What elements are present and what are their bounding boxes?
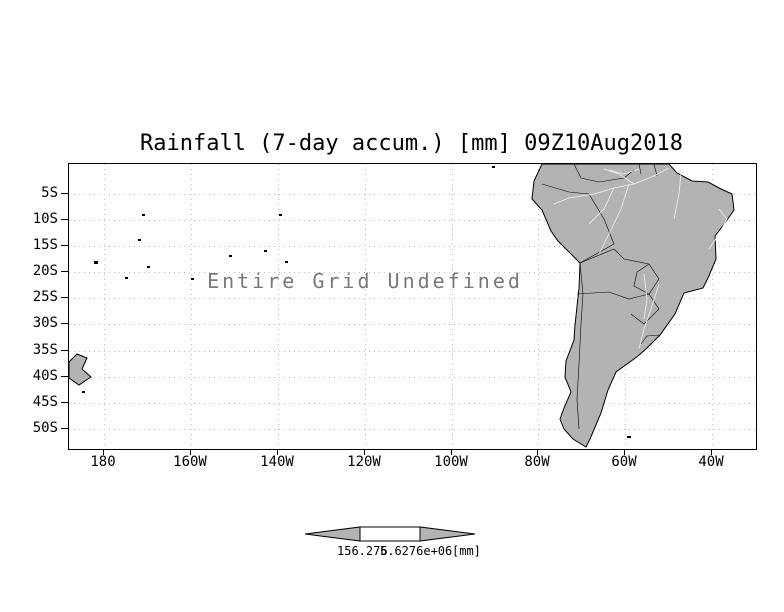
y-tick-mark	[61, 245, 68, 246]
plot-title: Rainfall (7-day accum.) [mm] 09Z10Aug201…	[139, 131, 684, 156]
y-tick-mark	[61, 428, 68, 429]
gridline	[69, 272, 756, 273]
colorbar-left-arrow	[305, 526, 361, 542]
x-tick-mark	[364, 449, 365, 455]
island-specks	[82, 166, 631, 438]
x-tick-label: 140W	[260, 454, 294, 470]
x-tick-mark	[711, 449, 712, 455]
colorbar-middle-segment	[359, 526, 421, 542]
map-canvas	[69, 164, 735, 448]
x-tick-label: 80W	[524, 454, 550, 470]
y-tick-mark	[61, 193, 68, 194]
colorbar-label-right: 5.6276e+06	[380, 544, 453, 558]
gridline	[69, 246, 756, 247]
y-tick-mark	[61, 219, 68, 220]
y-tick-label: 45S	[32, 394, 58, 410]
gridline	[69, 351, 756, 352]
y-tick-label: 40S	[32, 368, 58, 384]
colorbar-unit-label: [mm]	[452, 544, 481, 558]
x-tick-mark	[190, 449, 191, 455]
x-tick-mark	[277, 449, 278, 455]
y-tick-mark	[61, 271, 68, 272]
gridline	[69, 220, 756, 221]
y-tick-label: 10S	[32, 211, 58, 227]
y-tick-mark	[61, 297, 68, 298]
y-tick-label: 30S	[32, 315, 58, 331]
x-tick-label: 120W	[347, 454, 381, 470]
x-tick-mark	[451, 449, 452, 455]
y-tick-label: 35S	[32, 342, 58, 358]
colorbar-right-arrow	[419, 526, 475, 542]
colorbar-label-left: 156.276	[337, 544, 388, 558]
country-borders	[541, 164, 661, 430]
gridline	[69, 324, 756, 325]
y-tick-mark	[61, 350, 68, 351]
y-tick-label: 20S	[32, 263, 58, 279]
new-zealand-landmass	[69, 353, 92, 386]
rivers	[553, 167, 728, 350]
entire-grid-undefined-text: Entire Grid Undefined	[207, 269, 523, 293]
gridline	[278, 164, 279, 449]
gridline	[69, 298, 756, 299]
south-america-landmass	[531, 164, 735, 448]
x-tick-label: 180	[90, 454, 116, 470]
x-tick-label: 100W	[434, 454, 468, 470]
gridline	[69, 403, 756, 404]
y-tick-label: 15S	[32, 237, 58, 253]
x-tick-mark	[103, 449, 104, 455]
x-tick-label: 40W	[698, 454, 724, 470]
gridline	[69, 377, 756, 378]
y-tick-label: 5S	[41, 185, 58, 201]
gridline	[191, 164, 192, 449]
gridline	[69, 194, 756, 195]
y-tick-label: 50S	[32, 420, 58, 436]
x-tick-mark	[624, 449, 625, 455]
y-tick-mark	[61, 323, 68, 324]
gridline	[538, 164, 539, 449]
gridline	[452, 164, 453, 449]
x-tick-label: 60W	[611, 454, 637, 470]
gridline	[712, 164, 713, 449]
y-tick-mark	[61, 402, 68, 403]
y-tick-mark	[61, 376, 68, 377]
map-plot-area	[68, 163, 757, 450]
x-tick-label: 160W	[173, 454, 207, 470]
y-tick-label: 25S	[32, 289, 58, 305]
gridline	[69, 429, 756, 430]
gridline	[365, 164, 366, 449]
colorbar	[305, 526, 475, 542]
x-tick-mark	[537, 449, 538, 455]
gridline	[104, 164, 105, 449]
